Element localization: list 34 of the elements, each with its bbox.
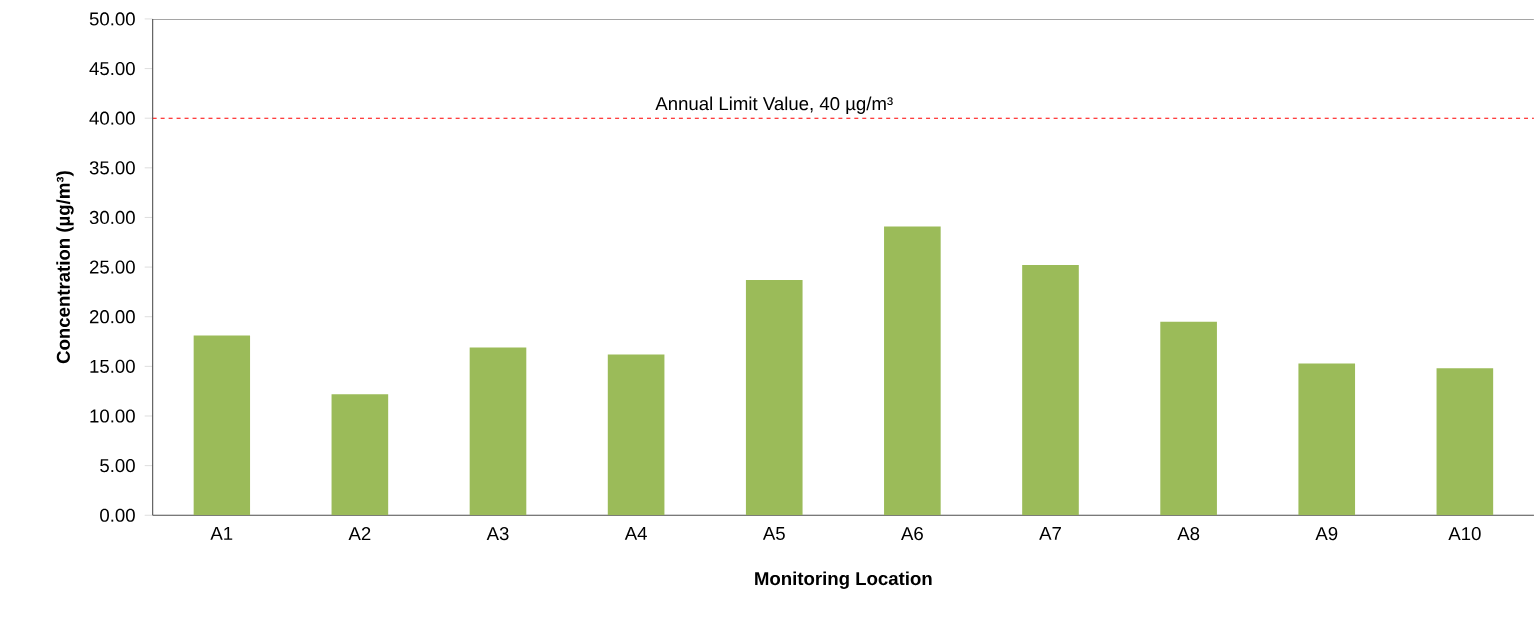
x-tick-label: A4 bbox=[624, 527, 647, 540]
bar bbox=[1160, 321, 1217, 516]
y-tick-label: 35.00 bbox=[89, 161, 135, 175]
y-tick-label: 10.00 bbox=[90, 409, 135, 423]
x-tick-label: A5 bbox=[762, 527, 785, 541]
bar bbox=[884, 226, 941, 516]
bar bbox=[1298, 363, 1356, 516]
x-tick-label: A8 bbox=[1177, 527, 1200, 541]
bar bbox=[607, 354, 665, 516]
y-tick-label: 45.00 bbox=[89, 62, 135, 76]
x-tick-label: A6 bbox=[901, 527, 923, 541]
y-tick-label: 30.00 bbox=[89, 210, 135, 225]
y-axis-title: Concentration (µg/m³) bbox=[56, 171, 74, 364]
y-tick-label: 25.00 bbox=[89, 260, 135, 274]
ref-line-label: Annual Limit Value, 40 µg/m³ bbox=[655, 96, 893, 114]
x-tick-label: A2 bbox=[348, 527, 371, 541]
x-tick-label: A3 bbox=[486, 527, 509, 541]
bar bbox=[469, 347, 527, 516]
bar bbox=[193, 335, 251, 516]
bar bbox=[745, 280, 803, 516]
y-tick-label: 0.00 bbox=[100, 508, 135, 522]
y-tick-label: 40.00 bbox=[89, 111, 135, 125]
x-tick-label: A1 bbox=[210, 527, 233, 540]
bar bbox=[1022, 265, 1079, 516]
y-tick-label: 50.00 bbox=[89, 12, 135, 26]
x-tick-label: A7 bbox=[1039, 527, 1061, 540]
y-tick-label: 20.00 bbox=[89, 310, 135, 324]
bar bbox=[1436, 368, 1494, 516]
bar bbox=[331, 394, 389, 516]
x-axis-title: Monitoring Location bbox=[755, 571, 932, 589]
y-tick-label: 5.00 bbox=[100, 459, 135, 473]
y-tick-label: 15.00 bbox=[90, 359, 135, 373]
x-tick-label: A9 bbox=[1315, 527, 1338, 541]
x-tick-label: A10 bbox=[1448, 527, 1481, 541]
